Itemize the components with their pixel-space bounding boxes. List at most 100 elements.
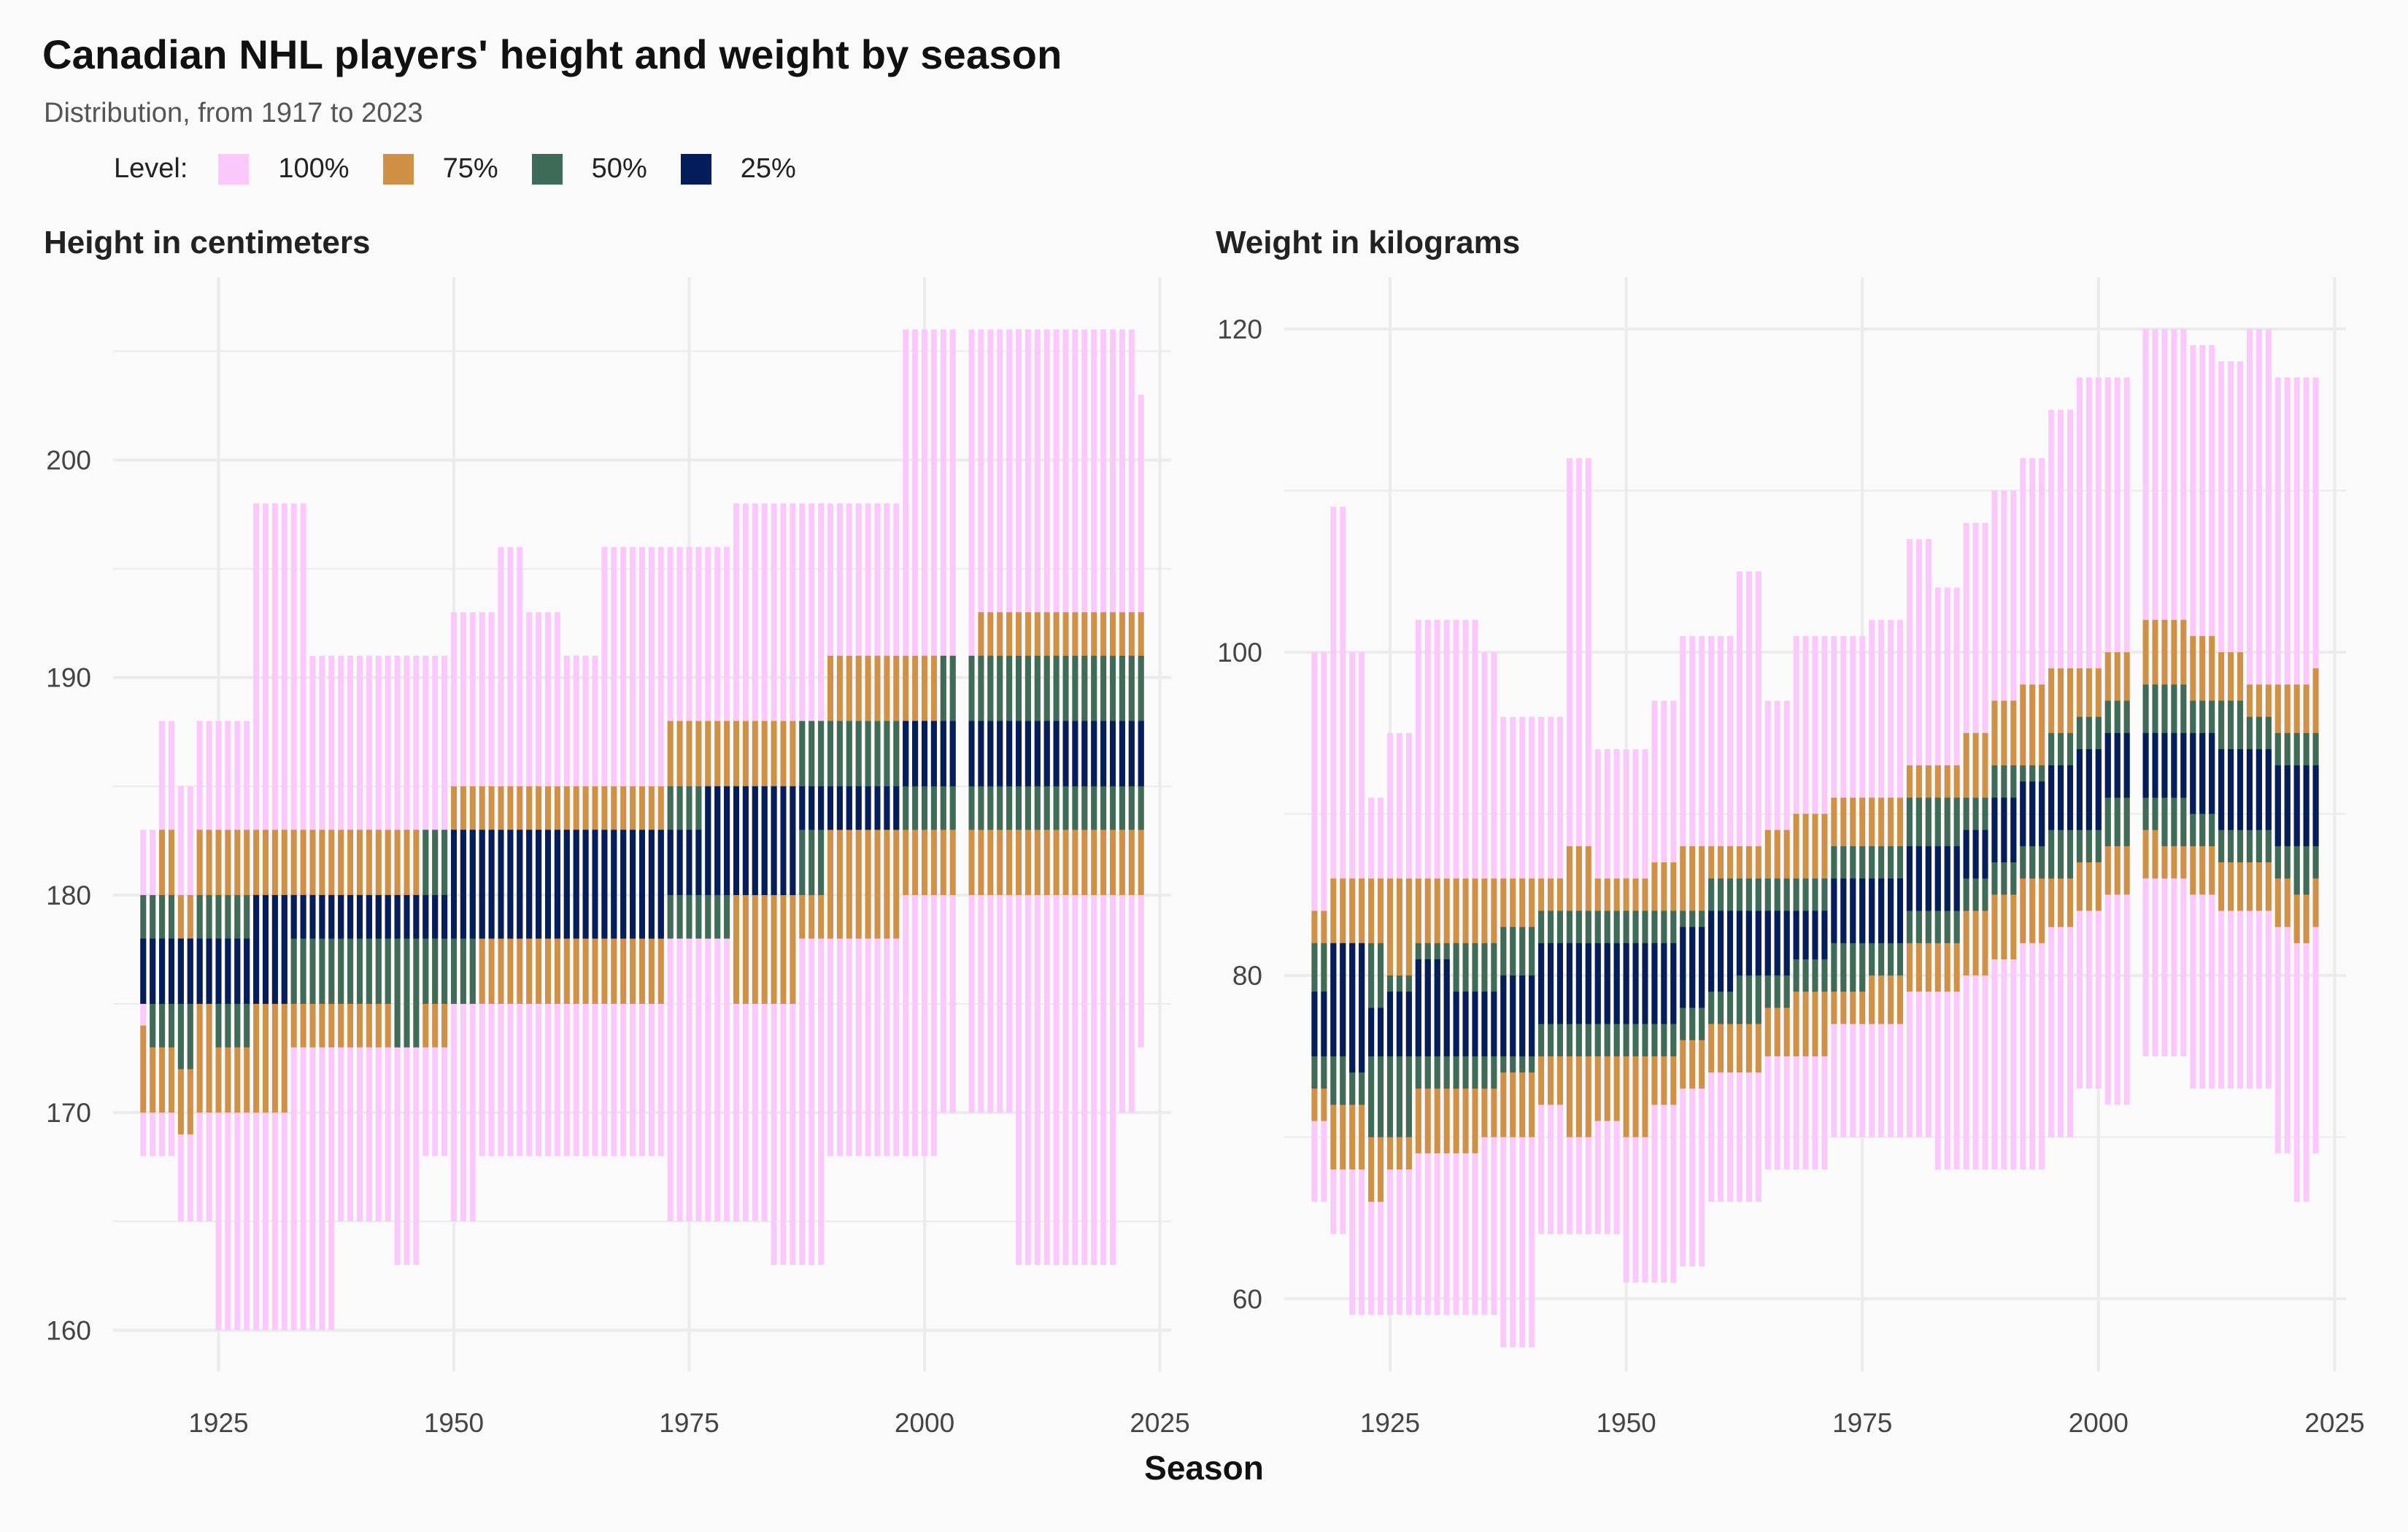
season-bar-group <box>366 655 372 1222</box>
bar-level-25 <box>215 938 222 1005</box>
season-bar-group <box>790 503 796 1265</box>
bar-level-25 <box>1548 943 1554 1024</box>
season-bar-group <box>780 503 787 1265</box>
bar-level-25 <box>1340 943 1346 1056</box>
season-bar-group <box>2123 377 2130 1105</box>
bar-level-25 <box>1330 943 1337 1056</box>
season-bar-group <box>2228 361 2234 1089</box>
season-bar-group <box>2039 458 2045 1170</box>
bar-level-25 <box>695 829 702 895</box>
season-bar-group <box>300 503 306 1331</box>
season-bar-group <box>2274 377 2281 1153</box>
legend-swatch-25 <box>680 153 711 185</box>
season-bar-group <box>630 546 636 1156</box>
bar-level-25 <box>2293 765 2300 846</box>
bar-level-25 <box>1481 991 1488 1056</box>
bar-level-25 <box>234 938 241 1005</box>
bar-level-25 <box>385 894 391 939</box>
season-bar-group <box>940 329 946 1113</box>
bar-level-25 <box>1689 926 1696 1008</box>
bar-level-25 <box>1396 991 1402 1056</box>
bar-level-25 <box>2095 748 2102 830</box>
bar-level-25 <box>893 786 900 830</box>
bar-level-25 <box>1321 991 1327 1056</box>
bar-level-25 <box>1953 846 1960 911</box>
bar-level-25 <box>488 829 495 939</box>
bar-level-25 <box>1793 910 1799 960</box>
bar-level-25 <box>1378 1007 1384 1056</box>
bar-level-25 <box>2076 748 2083 830</box>
bar-level-25 <box>818 786 825 830</box>
season-bar-group <box>1359 652 1365 1315</box>
bar-level-25 <box>2001 797 2007 863</box>
bar-level-25 <box>2104 732 2111 798</box>
bar-level-25 <box>2161 732 2168 798</box>
bar-level-25 <box>404 894 410 939</box>
bar-level-50 <box>328 894 335 1005</box>
x-tick-label: 2000 <box>2069 1408 2129 1438</box>
height-panel: 160 170 180 190 200 1925 1950 1975 2000 2025 <box>46 277 1190 1438</box>
bar-level-25 <box>1991 797 1998 863</box>
season-bar-group <box>1888 619 1894 1137</box>
bar-level-25 <box>1840 878 1847 943</box>
bar-level-25 <box>987 721 994 786</box>
bar-level-25 <box>2228 748 2234 830</box>
season-bar-group <box>1793 635 1799 1170</box>
season-bar-group <box>912 329 919 1156</box>
season-bar-group <box>281 503 288 1331</box>
height-panel-title: Height in centimeters <box>44 225 371 260</box>
season-bar-group <box>517 546 523 1156</box>
season-bar-group <box>1991 490 1998 1170</box>
season-bar-group <box>2237 361 2244 1089</box>
bar-level-25 <box>347 894 354 939</box>
bar-level-25 <box>2303 765 2309 846</box>
x-tick-label: 1950 <box>424 1408 484 1438</box>
season-bar-group <box>1386 732 1393 1315</box>
bar-level-25 <box>187 938 193 1005</box>
bar-level-25 <box>2039 781 2045 846</box>
season-bar-group <box>1110 329 1116 1265</box>
bar-level-50 <box>865 721 871 830</box>
bar-level-25 <box>1053 721 1060 786</box>
bar-level-25 <box>1462 991 1469 1056</box>
season-bar-group <box>356 655 363 1222</box>
season-bar-group <box>1850 635 1856 1137</box>
bar-level-25 <box>536 829 542 939</box>
x-tick-label: 2025 <box>1130 1408 1189 1438</box>
bar-level-25 <box>262 894 269 1005</box>
season-bar-group <box>1434 619 1440 1315</box>
bar-level-25 <box>733 786 740 895</box>
season-bar-group <box>1138 395 1144 1048</box>
bar-level-25 <box>2284 765 2291 846</box>
bar-level-25 <box>1755 910 1761 976</box>
weight-panel: 60 80 100 120 1925 1950 1975 2000 2025 <box>1217 277 2365 1438</box>
x-tick-label: 1925 <box>188 1408 248 1438</box>
legend-item-50: 50% <box>531 153 647 185</box>
season-bar-group <box>2246 328 2253 1089</box>
season-bar-group <box>2114 377 2120 1105</box>
season-bar-group <box>1982 522 1988 1170</box>
season-bar-group <box>1755 571 1761 1202</box>
bar-level-25 <box>271 894 278 1005</box>
season-bar-group <box>582 655 589 1156</box>
bar-level-25 <box>1081 721 1088 786</box>
season-bar-group <box>742 503 749 1222</box>
bar-level-25 <box>140 938 147 1005</box>
bar-level-25 <box>686 829 692 895</box>
season-bar-group <box>1378 797 1384 1315</box>
bar-level-50 <box>874 721 881 830</box>
season-bar-group <box>544 612 551 1156</box>
season-bar-group <box>592 655 598 1156</box>
y-tick-label: 120 <box>1217 314 1262 344</box>
bar-level-25 <box>2312 765 2319 846</box>
bar-level-25 <box>714 786 721 895</box>
bar-level-25 <box>752 786 758 895</box>
season-bar-group <box>2048 409 2055 1137</box>
season-bar-group <box>1783 700 1790 1170</box>
bar-level-50 <box>893 721 900 830</box>
bar-level-25 <box>1405 991 1412 1056</box>
x-axis-title: Season <box>1144 1449 1264 1487</box>
x-tick-label: 1925 <box>1360 1408 1420 1438</box>
bar-level-25 <box>836 786 843 830</box>
season-bar-group <box>2152 328 2158 1056</box>
